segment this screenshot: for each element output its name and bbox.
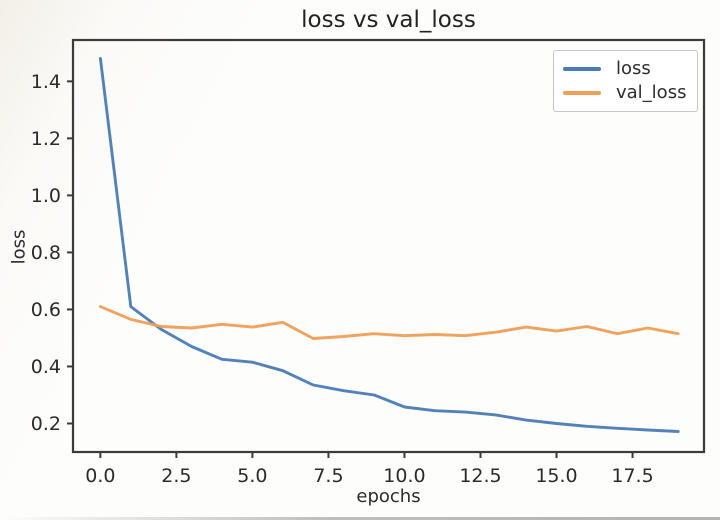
loss-line-swatch — [563, 67, 601, 71]
legend-label-loss: loss — [616, 58, 651, 79]
x-tick-label: 12.5 — [459, 465, 501, 487]
y-tick-label: 1.2 — [31, 128, 61, 150]
chart-title: loss vs val_loss — [301, 7, 476, 33]
val-loss-line-swatch — [563, 91, 601, 95]
series-line-loss — [98, 57, 680, 433]
y-tick-label: 0.4 — [31, 356, 61, 378]
y-tick-label: 0.6 — [31, 299, 61, 321]
legend: loss val_loss — [553, 50, 698, 112]
y-tick-label: 1.4 — [31, 71, 61, 93]
x-tick-label: 5.0 — [237, 465, 267, 487]
y-tick-label: 0.8 — [31, 242, 61, 264]
x-tick-label: 17.5 — [611, 465, 653, 487]
series-line-val_loss — [98, 305, 680, 340]
y-tick-label: 1.0 — [31, 185, 61, 207]
x-tick-label: 15.0 — [535, 465, 577, 487]
x-tick-label: 7.5 — [313, 465, 343, 487]
legend-item-loss: loss — [563, 57, 689, 81]
x-tick-label: 10.0 — [383, 465, 425, 487]
legend-label-val-loss: val_loss — [616, 82, 687, 103]
legend-item-val-loss: val_loss — [563, 81, 689, 105]
screen-bottom-edge — [0, 517, 720, 520]
y-tick-label: 0.2 — [31, 413, 61, 435]
x-tick-label: 2.5 — [161, 465, 191, 487]
axes-border — [71, 38, 706, 454]
x-tick-label: 0.0 — [85, 465, 115, 487]
x-axis-label: epochs — [356, 486, 421, 507]
